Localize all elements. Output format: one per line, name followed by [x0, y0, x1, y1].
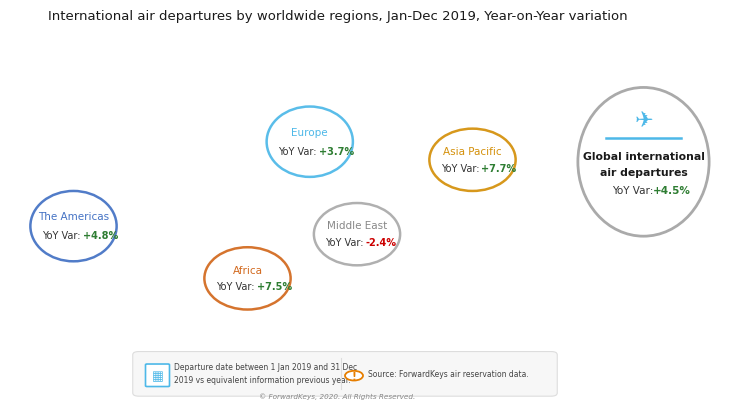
Text: Europe: Europe: [292, 128, 328, 138]
Text: YoY Var:: YoY Var:: [612, 186, 657, 196]
Ellipse shape: [267, 107, 352, 177]
Ellipse shape: [578, 88, 710, 237]
Text: +4.5%: +4.5%: [652, 186, 690, 196]
Text: © ForwardKeys, 2020. All Rights Reserved.: © ForwardKeys, 2020. All Rights Reserved…: [260, 392, 416, 399]
Text: ✈: ✈: [634, 111, 652, 131]
Text: +3.7%: +3.7%: [319, 146, 354, 156]
Text: YoY Var:: YoY Var:: [441, 164, 483, 174]
FancyBboxPatch shape: [146, 364, 170, 387]
Circle shape: [345, 371, 363, 381]
Ellipse shape: [204, 247, 291, 310]
Text: +7.7%: +7.7%: [482, 164, 517, 174]
Text: International air departures by worldwide regions, Jan-Dec 2019, Year-on-Year va: International air departures by worldwid…: [48, 10, 627, 23]
Text: Africa: Africa: [232, 265, 262, 275]
Text: air departures: air departures: [600, 168, 687, 178]
FancyBboxPatch shape: [133, 352, 557, 396]
Text: Global international: Global international: [583, 152, 704, 162]
Text: YoY Var:: YoY Var:: [326, 238, 368, 248]
Text: YoY Var:: YoY Var:: [278, 146, 320, 156]
Text: YoY Var:: YoY Var:: [216, 282, 258, 292]
Ellipse shape: [429, 129, 516, 192]
Ellipse shape: [30, 192, 117, 261]
Text: +7.5%: +7.5%: [256, 282, 292, 292]
Text: ▦: ▦: [152, 369, 164, 382]
Text: !: !: [352, 371, 356, 381]
Text: Middle East: Middle East: [327, 221, 387, 231]
Text: Source: ForwardKeys air reservation data.: Source: ForwardKeys air reservation data…: [368, 369, 528, 378]
Ellipse shape: [314, 204, 401, 266]
Text: Departure date between 1 Jan 2019 and 31 Dec
2019 vs equivalent information prev: Departure date between 1 Jan 2019 and 31…: [174, 362, 357, 383]
Text: YoY Var:: YoY Var:: [42, 231, 84, 241]
Text: -2.4%: -2.4%: [366, 238, 397, 248]
Text: The Americas: The Americas: [38, 212, 109, 222]
Text: Asia Pacific: Asia Pacific: [443, 147, 502, 157]
Text: +4.8%: +4.8%: [82, 231, 118, 241]
